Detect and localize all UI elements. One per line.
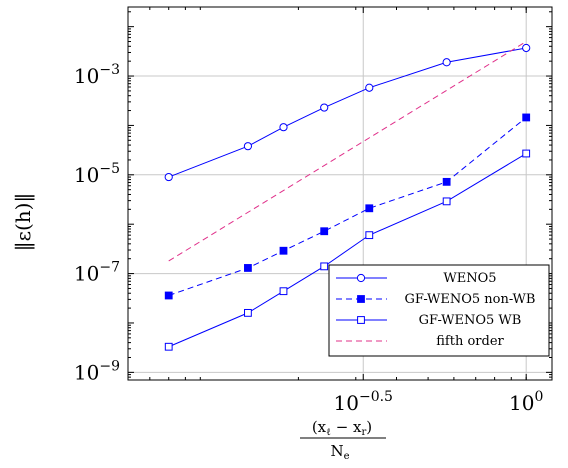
data-point-square-filled: [244, 264, 252, 272]
y-tick-label: 10−5: [74, 161, 120, 187]
data-point-square-filled: [164, 291, 173, 300]
series-gf-weno5-non-wb: [164, 113, 531, 300]
data-point-square-filled: [442, 177, 451, 186]
data-point-square-open: [164, 342, 173, 351]
legend: WENO5 GF-WENO5 non-WB GF-WENO5 WB fifth ord…: [328, 264, 550, 357]
data-point-circle: [243, 142, 253, 151]
data-point-square-open: [357, 316, 365, 324]
data-point-square-open: [365, 231, 374, 240]
x-label-denominator: N: [330, 442, 343, 460]
legend-item: WENO5: [336, 271, 497, 286]
series-line: [168, 47, 527, 178]
data-point-square-filled: [279, 246, 288, 255]
data-point-square-open: [279, 287, 288, 296]
data-point-square-filled: [522, 113, 531, 122]
legend-item: GF-WENO5 non-WB: [336, 292, 535, 307]
legend-item: fifth order: [336, 334, 505, 349]
series-line: [168, 41, 527, 262]
svg-text:(xℓ − xr): (xℓ − xr): [312, 418, 372, 438]
legend-box: [328, 264, 550, 357]
x-tick-label: 10−0.5: [334, 389, 393, 415]
legend-label: GF-WENO5 WB: [419, 313, 522, 328]
x-tick-label: 100: [509, 389, 543, 415]
y-tick-label: 10−3: [74, 62, 120, 88]
data-point-square-filled: [365, 204, 374, 213]
data-point-square-filled: [357, 295, 365, 303]
y-tick-label: 10−9: [74, 358, 120, 384]
data-point-circle: [442, 58, 451, 67]
series-fifth-order: [168, 41, 527, 262]
x-label-sub-r: r: [362, 427, 367, 438]
x-axis-label: (xℓ − xr) Ne: [300, 418, 386, 462]
tick-labels: 10−3 10−5 10−7 10−9 10−0.5 100: [74, 62, 543, 415]
data-point-circle: [279, 123, 288, 132]
data-point-circle: [365, 83, 374, 92]
data-point-square-open: [522, 149, 531, 158]
legend-label: GF-WENO5 non-WB: [405, 292, 536, 307]
series-gf-weno5-wb: [164, 149, 531, 351]
x-label-numerator-open: (x: [312, 418, 327, 436]
data-point-square-open: [320, 262, 329, 271]
legend-label: WENO5: [443, 271, 496, 286]
x-label-sub-l: ℓ: [326, 427, 331, 438]
data-point-circle: [356, 273, 366, 283]
data-point-circle: [522, 43, 531, 53]
legend-item: GF-WENO5 WB: [336, 313, 521, 328]
x-label-den-sub: e: [344, 451, 350, 462]
x-label-minus: − x: [331, 418, 362, 436]
data-point-circle: [164, 172, 173, 182]
data-point-square-filled: [320, 227, 329, 236]
data-point-circle: [320, 103, 329, 112]
legend-label: fifth order: [436, 334, 504, 349]
y-tick-label: 10−7: [74, 260, 120, 286]
data-point-square-open: [442, 197, 451, 206]
svg-text:Ne: Ne: [330, 442, 349, 462]
plot-frame: [127, 6, 553, 381]
x-label-numerator-close: ): [366, 418, 372, 436]
y-axis-label: ‖ε(h)‖: [11, 193, 36, 252]
series-layer: [164, 41, 531, 351]
series-weno5: [164, 43, 531, 182]
data-point-square-open: [244, 308, 252, 317]
